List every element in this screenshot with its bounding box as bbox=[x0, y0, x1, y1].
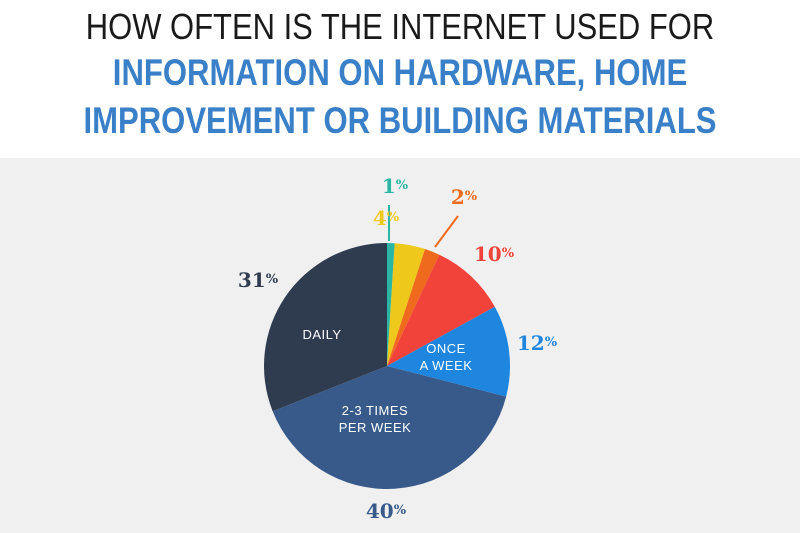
percent-label: 4% bbox=[373, 206, 400, 230]
title-header: HOW OFTEN IS THE INTERNET USED FOR INFOR… bbox=[0, 0, 800, 158]
percent-label: 10% bbox=[474, 242, 515, 266]
pie-slice bbox=[272, 366, 507, 490]
pie-slice bbox=[264, 243, 387, 412]
slice-category-label: DAILY bbox=[302, 327, 341, 342]
percent-label: 31% bbox=[238, 268, 279, 292]
pie-slice bbox=[387, 243, 395, 366]
pie-slice bbox=[387, 249, 440, 366]
title-line-3: IMPROVEMENT OR BUILDING MATERIALS bbox=[83, 100, 717, 141]
pie-slice bbox=[387, 306, 511, 397]
percent-label: 12% bbox=[517, 331, 558, 355]
percent-label: 1% bbox=[382, 174, 409, 198]
title-line-1: HOW OFTEN IS THE INTERNET USED FOR bbox=[85, 6, 715, 47]
slice-category-label: A WEEK bbox=[420, 358, 473, 373]
pie-slice bbox=[387, 243, 426, 366]
title-line-2: INFORMATION ON HARDWARE, HOME bbox=[112, 52, 688, 93]
slice-category-label: PER WEEK bbox=[339, 420, 412, 435]
pie-slice bbox=[387, 254, 495, 366]
percent-label: 2% bbox=[451, 185, 478, 209]
leader-line bbox=[434, 215, 459, 248]
slice-category-label: 2-3 TIMES bbox=[342, 403, 408, 418]
percent-label: 40% bbox=[366, 499, 407, 523]
slice-category-label: ONCE bbox=[426, 341, 466, 356]
